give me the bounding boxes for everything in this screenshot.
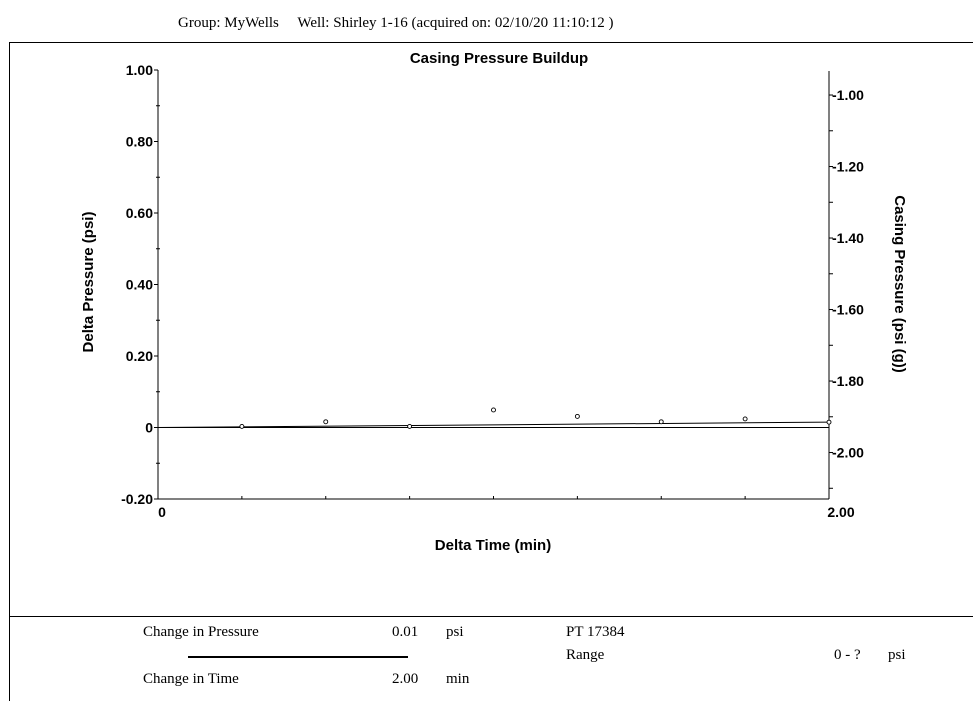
fraction-bar	[188, 656, 408, 658]
y-tick-label: 0.40	[126, 277, 153, 293]
y-tick-label: 0.60	[126, 205, 153, 221]
data-point	[323, 419, 329, 425]
chart-title: Casing Pressure Buildup	[410, 50, 588, 67]
x-tick-label: 2.00	[827, 504, 854, 520]
change-time-unit: min	[446, 671, 470, 687]
data-point	[407, 423, 413, 429]
y2-tick-label: -1.40	[832, 230, 864, 246]
chart-ticks: 1.00 0.80 0.60 0.40 0.20 0 -0.20 -1.00 -1.20 -1.4…	[121, 62, 864, 520]
y-axis-label: Delta Pressure (psi)	[80, 212, 97, 353]
y2-tick-label: -1.60	[832, 302, 864, 318]
range-label: Range	[566, 647, 605, 663]
y-tick-label: 0.80	[126, 134, 153, 150]
group-label: Group: MyWells	[178, 15, 279, 31]
chart-axes	[157, 70, 830, 500]
change-pressure-label: Change in Pressure	[143, 624, 259, 640]
chart-marks	[157, 407, 832, 429]
change-pressure-unit: psi	[446, 624, 464, 640]
y2-tick-label: -1.00	[832, 87, 864, 103]
data-point	[491, 407, 496, 413]
chart-frame	[9, 42, 973, 617]
range-value: 0 - ?	[834, 647, 861, 663]
y2-tick-label: -1.20	[832, 159, 864, 175]
y-tick-label: -0.20	[121, 491, 153, 507]
change-time-value: 2.00	[392, 671, 419, 687]
change-time-label: Change in Time	[143, 671, 239, 687]
trend-line	[157, 421, 830, 428]
data-point	[826, 419, 832, 425]
gauge-id: PT 17384	[566, 624, 625, 640]
change-pressure-value: 0.01	[392, 624, 419, 640]
y2-tick-label: -1.80	[832, 373, 864, 389]
y-tick-label: 0	[145, 420, 153, 436]
data-point	[239, 423, 245, 429]
y2-tick-label: -2.00	[832, 445, 864, 461]
data-point	[658, 419, 664, 425]
x-tick-label: 0	[158, 504, 166, 520]
data-point	[574, 413, 580, 419]
footer-left-rule	[9, 617, 10, 701]
y-tick-label: 1.00	[126, 62, 153, 78]
range-unit: psi	[888, 647, 906, 663]
data-point	[742, 416, 748, 422]
report-header: Group: MyWells Well: Shirley 1-16 (acqui…	[178, 15, 613, 32]
y2-axis-label: Casing Pressure (psi (g))	[891, 195, 908, 373]
x-axis-label: Delta Time (min)	[435, 537, 551, 554]
y-tick-label: 0.20	[126, 348, 153, 364]
well-label: Well: Shirley 1-16 (acquired on: 02/10/2…	[297, 15, 614, 31]
